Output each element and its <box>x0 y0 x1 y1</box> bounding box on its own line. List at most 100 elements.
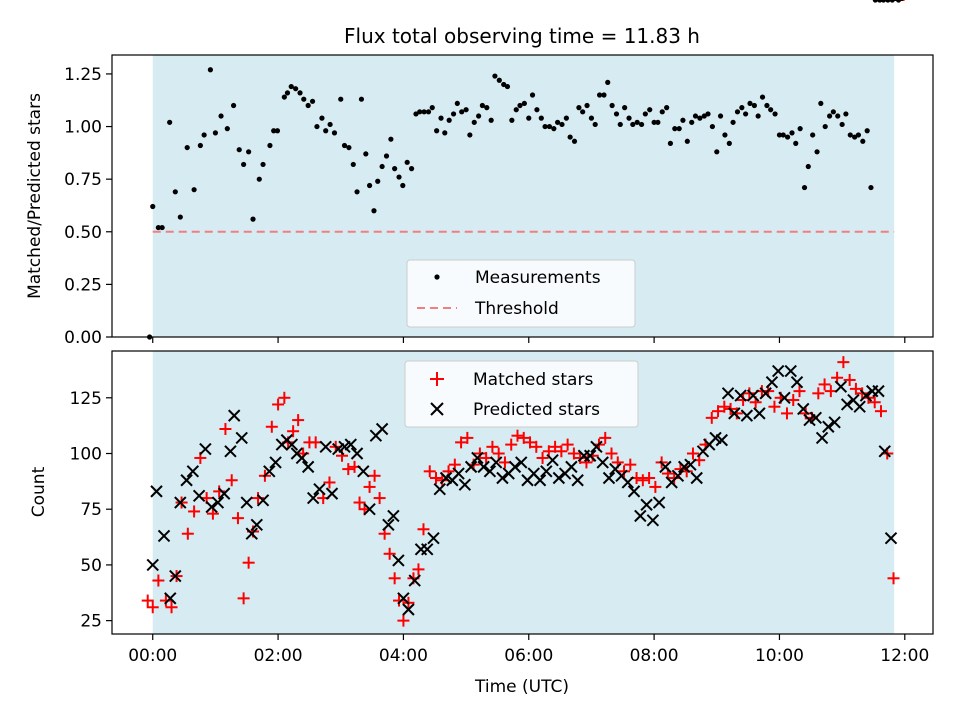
matched-star-point <box>618 465 631 478</box>
measurement-point <box>492 73 498 79</box>
predicted-star-point <box>721 387 735 400</box>
measurement-point <box>404 159 410 165</box>
matched-star-point <box>718 400 731 413</box>
measurement-point <box>274 128 281 134</box>
measurement-point <box>513 107 519 113</box>
bottom-x-tick-label: 10:00 <box>755 646 804 666</box>
measurement-point <box>818 100 824 107</box>
matched-star-point <box>486 440 499 453</box>
matched-star-point <box>353 496 366 509</box>
measurement-point <box>309 98 316 104</box>
measurement-point <box>167 119 173 125</box>
measurement-point <box>743 111 749 117</box>
predicted-star-point <box>387 509 400 523</box>
measurement-point <box>626 115 632 121</box>
measurement-point <box>830 109 836 115</box>
matched-star-point <box>561 438 574 451</box>
predicted-star-point <box>357 465 370 478</box>
matched-star-point <box>242 556 255 569</box>
predicted-star-point <box>515 456 528 469</box>
measurement-point <box>855 132 862 138</box>
legend-matched-label: Matched stars <box>473 370 593 390</box>
top-y-tick-label: 1.00 <box>64 118 102 138</box>
measurement-point <box>341 142 348 149</box>
matched-star-point <box>605 447 618 460</box>
matched-star-point <box>505 438 518 451</box>
measurement-point <box>201 132 207 138</box>
top-y-tick-label: 0.75 <box>64 170 102 190</box>
top-y-axis-label: Matched/Predicted stars <box>25 93 45 299</box>
top-y-tick-label: 0.00 <box>64 328 102 348</box>
measurement-point <box>680 117 686 123</box>
measurement-point <box>826 113 833 119</box>
predicted-star-point <box>224 445 237 458</box>
predicted-star-point <box>211 496 225 509</box>
matched-star-point <box>530 440 543 453</box>
top-y-tick-label: 0.25 <box>64 275 102 295</box>
measurement-point <box>425 109 432 115</box>
measurement-point <box>584 102 590 109</box>
bottom-y-axis-label: Count <box>29 466 49 517</box>
matched-star-point <box>225 474 238 487</box>
measurement-point <box>446 117 452 123</box>
measurement-point <box>559 121 565 128</box>
predicted-star-point <box>533 474 547 487</box>
matched-star-point <box>309 436 322 449</box>
measurement-point <box>371 208 377 214</box>
measurement-point <box>358 96 365 102</box>
predicted-star-point <box>753 407 766 420</box>
matched-star-point <box>574 451 587 464</box>
predicted-star-point <box>392 554 405 567</box>
matched-star-point <box>712 405 725 418</box>
matched-star-point <box>455 436 468 449</box>
measurement-point <box>714 149 720 155</box>
predicted-star-point <box>634 509 647 523</box>
predicted-star-point <box>350 447 364 460</box>
matched-star-point <box>856 387 869 400</box>
measurement-point <box>459 109 465 115</box>
measurement-point <box>554 119 561 125</box>
measurement-point <box>288 83 294 90</box>
matched-star-point <box>874 405 887 418</box>
measurement-point <box>177 214 183 220</box>
measurement-point <box>366 182 373 189</box>
predicted-star-point <box>169 569 182 583</box>
measurement-point <box>726 140 732 146</box>
measurement-point <box>843 111 849 117</box>
matched-star-point <box>524 436 537 449</box>
measurement-point <box>230 102 237 109</box>
measurement-point <box>450 111 457 117</box>
measurement-point <box>529 92 536 98</box>
matched-star-point <box>265 420 278 433</box>
measurement-point <box>655 119 661 125</box>
measurement-point <box>772 111 778 117</box>
bottom-panel: Count Time (UTC) 25 50 75 100 125 00:00 02:00… <box>29 0 934 697</box>
measurement-point <box>314 123 320 130</box>
matched-star-point <box>152 574 165 587</box>
measurement-point <box>576 105 582 111</box>
measurement-point <box>207 67 213 73</box>
top-panel-frame <box>111 54 934 338</box>
predicted-star-point <box>319 440 332 454</box>
predicted-star-point <box>301 460 315 474</box>
measurement-point <box>421 109 427 115</box>
measurement-point <box>224 126 230 132</box>
measurement-point <box>375 178 381 184</box>
bottom-x-tick-label: 12:00 <box>880 646 929 666</box>
matched-star-point <box>461 431 474 444</box>
matched-star-point <box>599 431 612 444</box>
measurement-point <box>567 134 573 140</box>
bottom-x-ticks: 00:00 02:00 04:00 06:00 08:00 10:00 12:00 <box>128 634 929 666</box>
measurement-point <box>538 115 544 121</box>
top-y-tick-label: 1.25 <box>64 65 102 85</box>
predicted-star-point <box>146 558 159 572</box>
predicted-star-point <box>483 465 497 478</box>
matched-star-point <box>843 373 856 386</box>
measurement-point <box>323 128 329 134</box>
measurement-point <box>596 92 603 98</box>
predicted-star-point <box>421 543 434 556</box>
measurement-point <box>155 224 161 231</box>
predicted-star-point <box>652 496 666 509</box>
measurement-point <box>747 100 753 107</box>
measurement-point <box>271 128 277 134</box>
